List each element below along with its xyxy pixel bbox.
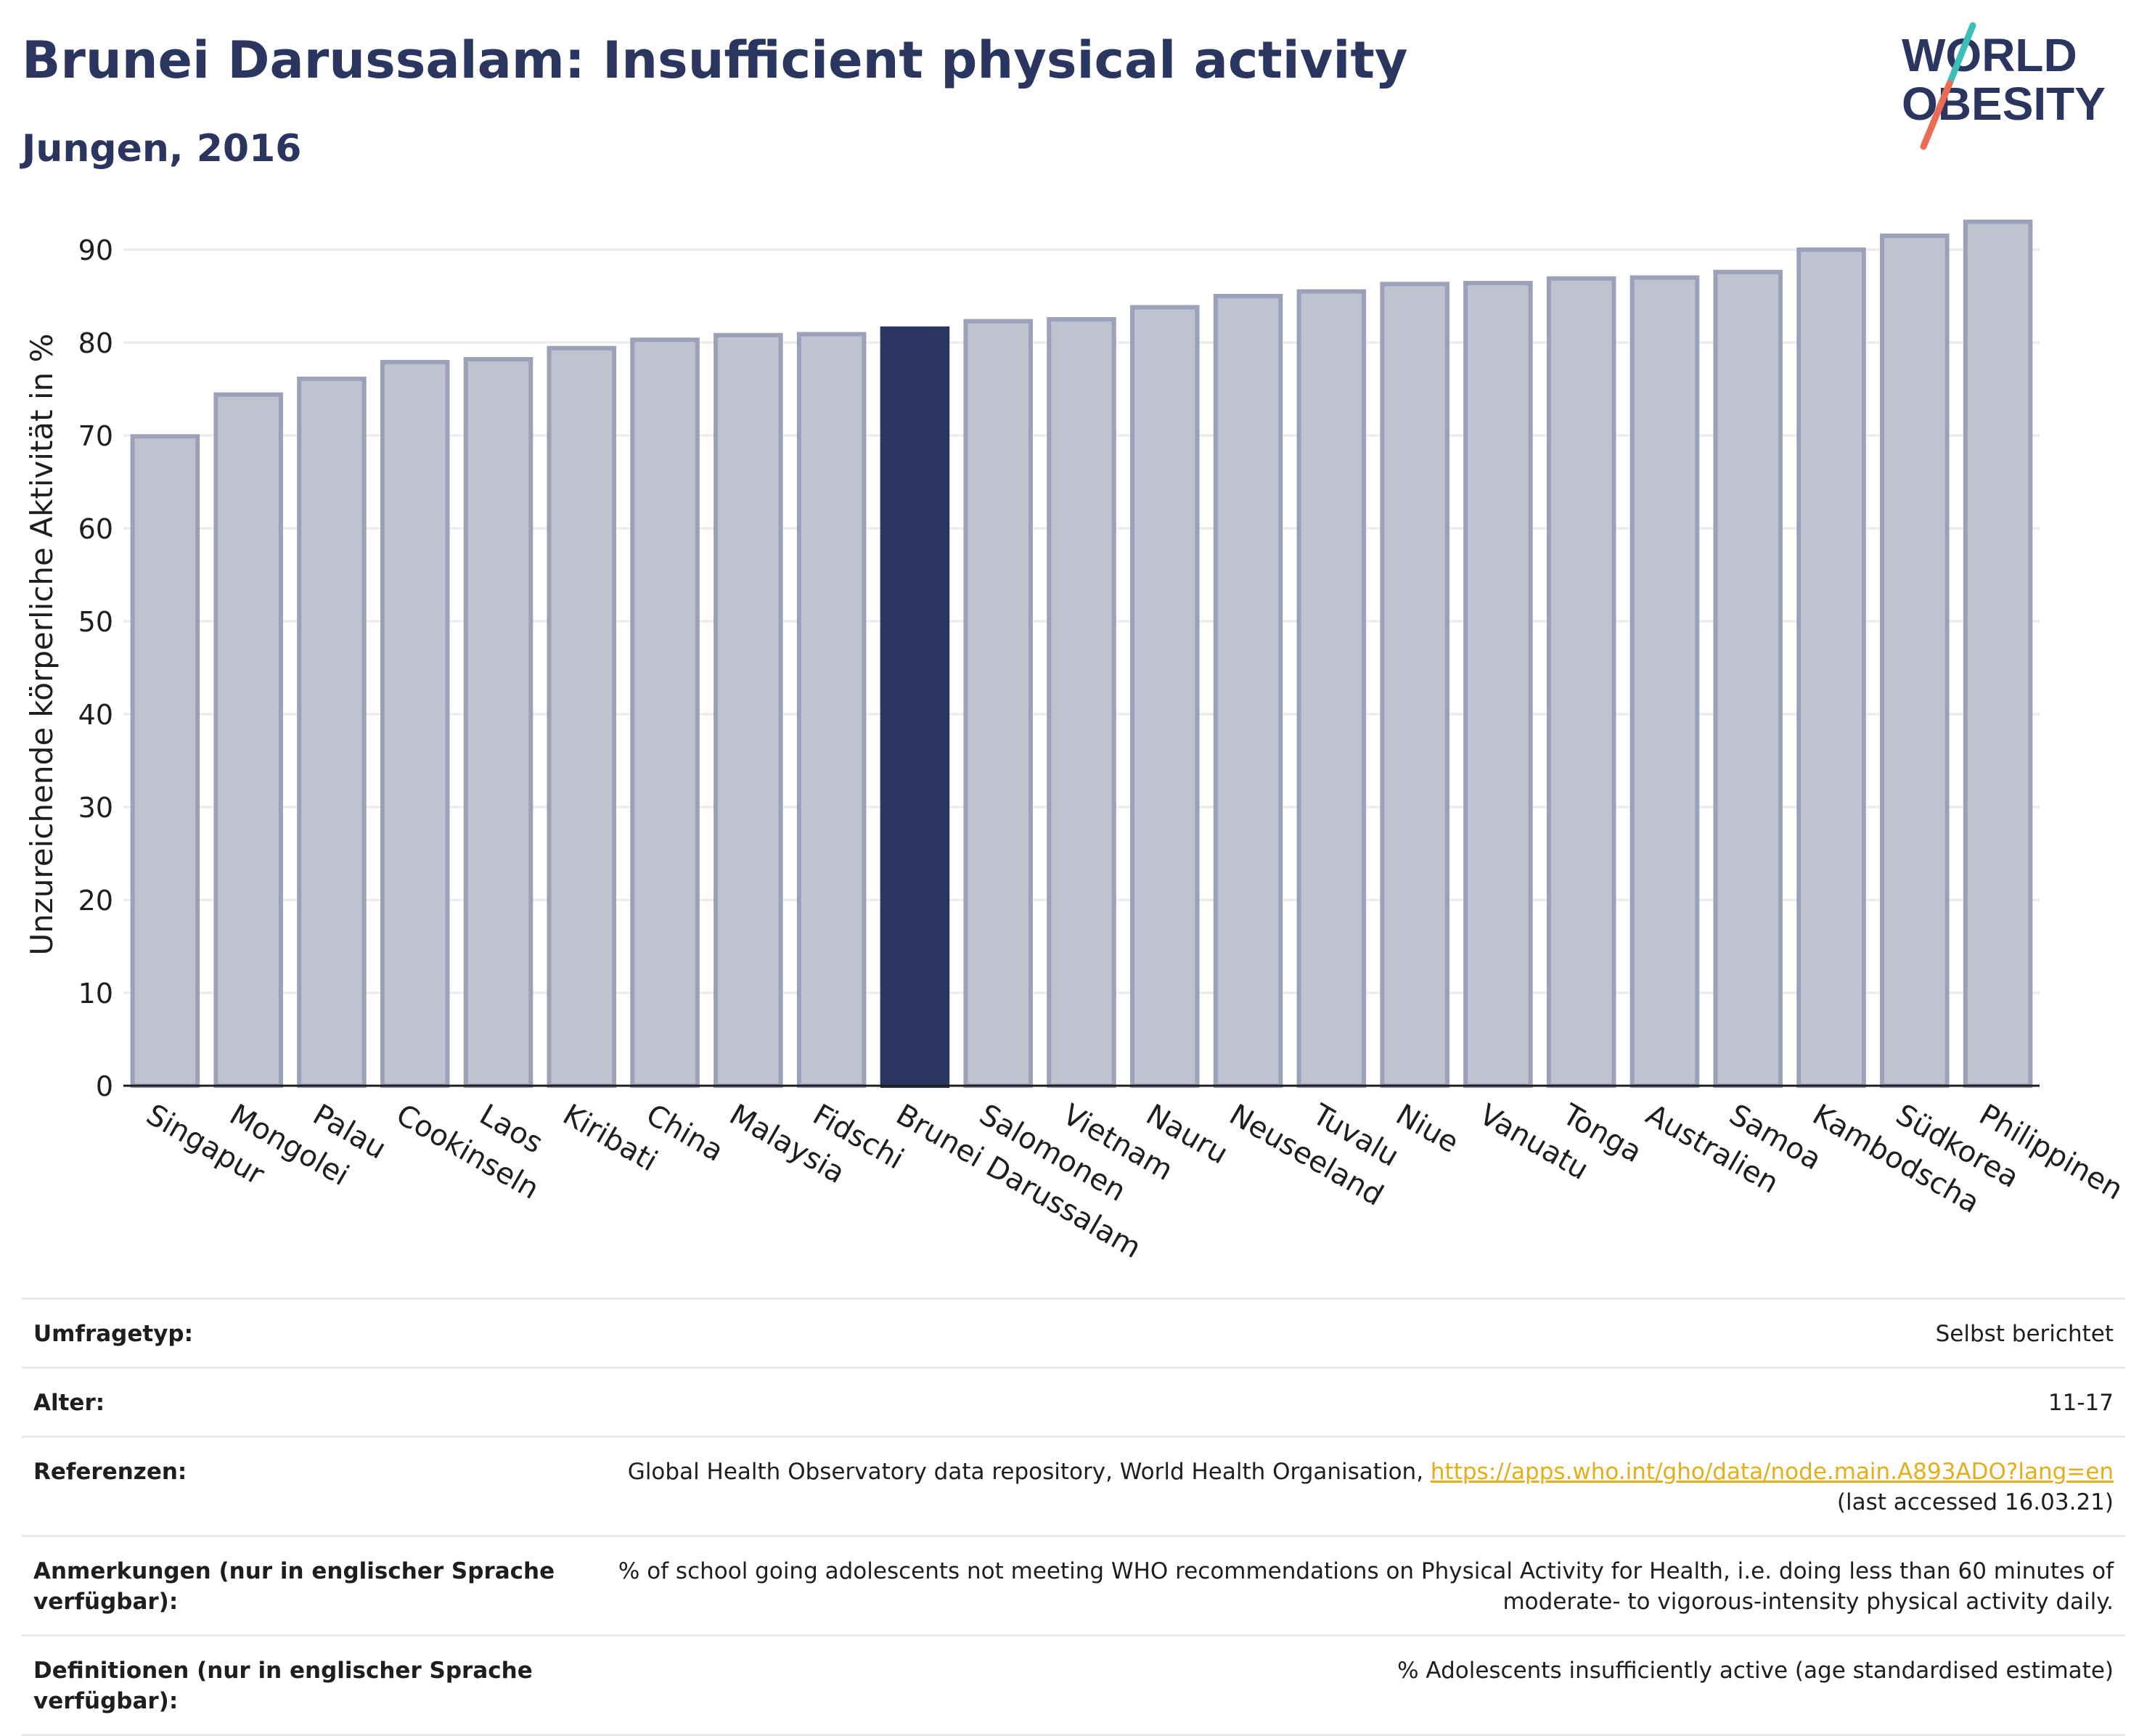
- bar: [630, 337, 700, 1088]
- bar: [380, 359, 450, 1088]
- survey-type-label: Umfragetyp:: [22, 1298, 568, 1368]
- definitions-label: Definitionen (nur in englischer Sprache …: [22, 1634, 568, 1736]
- bar: [297, 376, 367, 1089]
- bar: [547, 345, 617, 1088]
- bar: [713, 332, 783, 1088]
- references-value: Global Health Observatory data repositor…: [568, 1436, 2125, 1536]
- bar: [1546, 276, 1616, 1088]
- y-tick-label: 80: [78, 327, 113, 359]
- x-tick-label: Kiribati: [557, 1098, 663, 1179]
- survey-type-value: Selbst berichtet: [568, 1298, 2125, 1368]
- bar: [796, 332, 867, 1089]
- y-tick-label: 10: [78, 978, 113, 1010]
- bar: [1880, 233, 1950, 1088]
- logo-slash-bottom: [1920, 80, 1953, 150]
- bar: [1047, 317, 1116, 1088]
- bar: [213, 392, 283, 1088]
- y-tick-label: 60: [78, 513, 113, 545]
- metadata-table: Umfragetyp: Selbst berichtet Alter: 11-1…: [22, 1298, 2125, 1736]
- references-link[interactable]: https://apps.who.int/gho/data/node.main.…: [1430, 1459, 2114, 1485]
- references-accessed: (last accessed 16.03.21): [1836, 1489, 2114, 1515]
- notes-label: Anmerkungen (nur in englischer Sprache v…: [22, 1535, 568, 1636]
- bar-highlighted: [880, 326, 950, 1088]
- bar: [1713, 269, 1783, 1089]
- age-label: Alter:: [22, 1367, 568, 1437]
- y-axis-label: Unzureichende körperliche Aktivität in %: [24, 334, 60, 956]
- bars: [130, 219, 2033, 1089]
- bar: [1629, 275, 1700, 1088]
- bar: [130, 434, 200, 1088]
- meta-row-age: Alter: 11-17: [22, 1367, 2125, 1437]
- y-tick-label: 40: [78, 699, 113, 731]
- references-label: Referenzen:: [22, 1436, 568, 1536]
- references-text: Global Health Observatory data repositor…: [627, 1459, 1431, 1485]
- chart-title: Brunei Darussalam: Insufficient physical…: [22, 30, 1408, 90]
- y-tick-label: 70: [78, 420, 113, 452]
- bar: [1213, 294, 1283, 1088]
- notes-value: % of school going adolescents not meetin…: [568, 1535, 2125, 1636]
- meta-row-definitions: Definitionen (nur in englischer Sprache …: [22, 1634, 2125, 1736]
- meta-row-references: Referenzen: Global Health Observatory da…: [22, 1436, 2125, 1536]
- bar: [1963, 219, 2033, 1089]
- world-obesity-logo: WORLD OBESITY: [1902, 22, 2106, 150]
- y-tick-label: 30: [78, 792, 113, 824]
- bar-chart: 0 10 20 30 40 50 60 70 80 90 SingapurMongoleiPala…: [24, 219, 2129, 1265]
- meta-row-survey-type: Umfragetyp: Selbst berichtet: [22, 1298, 2125, 1368]
- y-tick-label: 20: [78, 885, 113, 917]
- bar: [1463, 281, 1533, 1089]
- y-tick-label: 90: [78, 234, 113, 266]
- chart-subtitle: Jungen, 2016: [22, 127, 302, 171]
- logo-line1: WORLD: [1902, 29, 2077, 81]
- bar: [463, 357, 533, 1089]
- y-tick-label: 50: [78, 606, 113, 638]
- bar: [1130, 305, 1200, 1089]
- bar: [1380, 282, 1449, 1089]
- logo-slash-top: [1946, 22, 1976, 87]
- bar: [1296, 289, 1367, 1089]
- age-value: 11-17: [568, 1367, 2125, 1437]
- y-tick-label: 0: [96, 1070, 113, 1102]
- bar: [1796, 247, 1866, 1088]
- bar: [963, 319, 1033, 1088]
- y-axis-ticks: 0 10 20 30 40 50 60 70 80 90: [78, 234, 113, 1102]
- definitions-value: % Adolescents insufficiently active (age…: [568, 1634, 2125, 1736]
- x-tick-label: Niue: [1390, 1098, 1464, 1160]
- meta-row-notes: Anmerkungen (nur in englischer Sprache v…: [22, 1535, 2125, 1636]
